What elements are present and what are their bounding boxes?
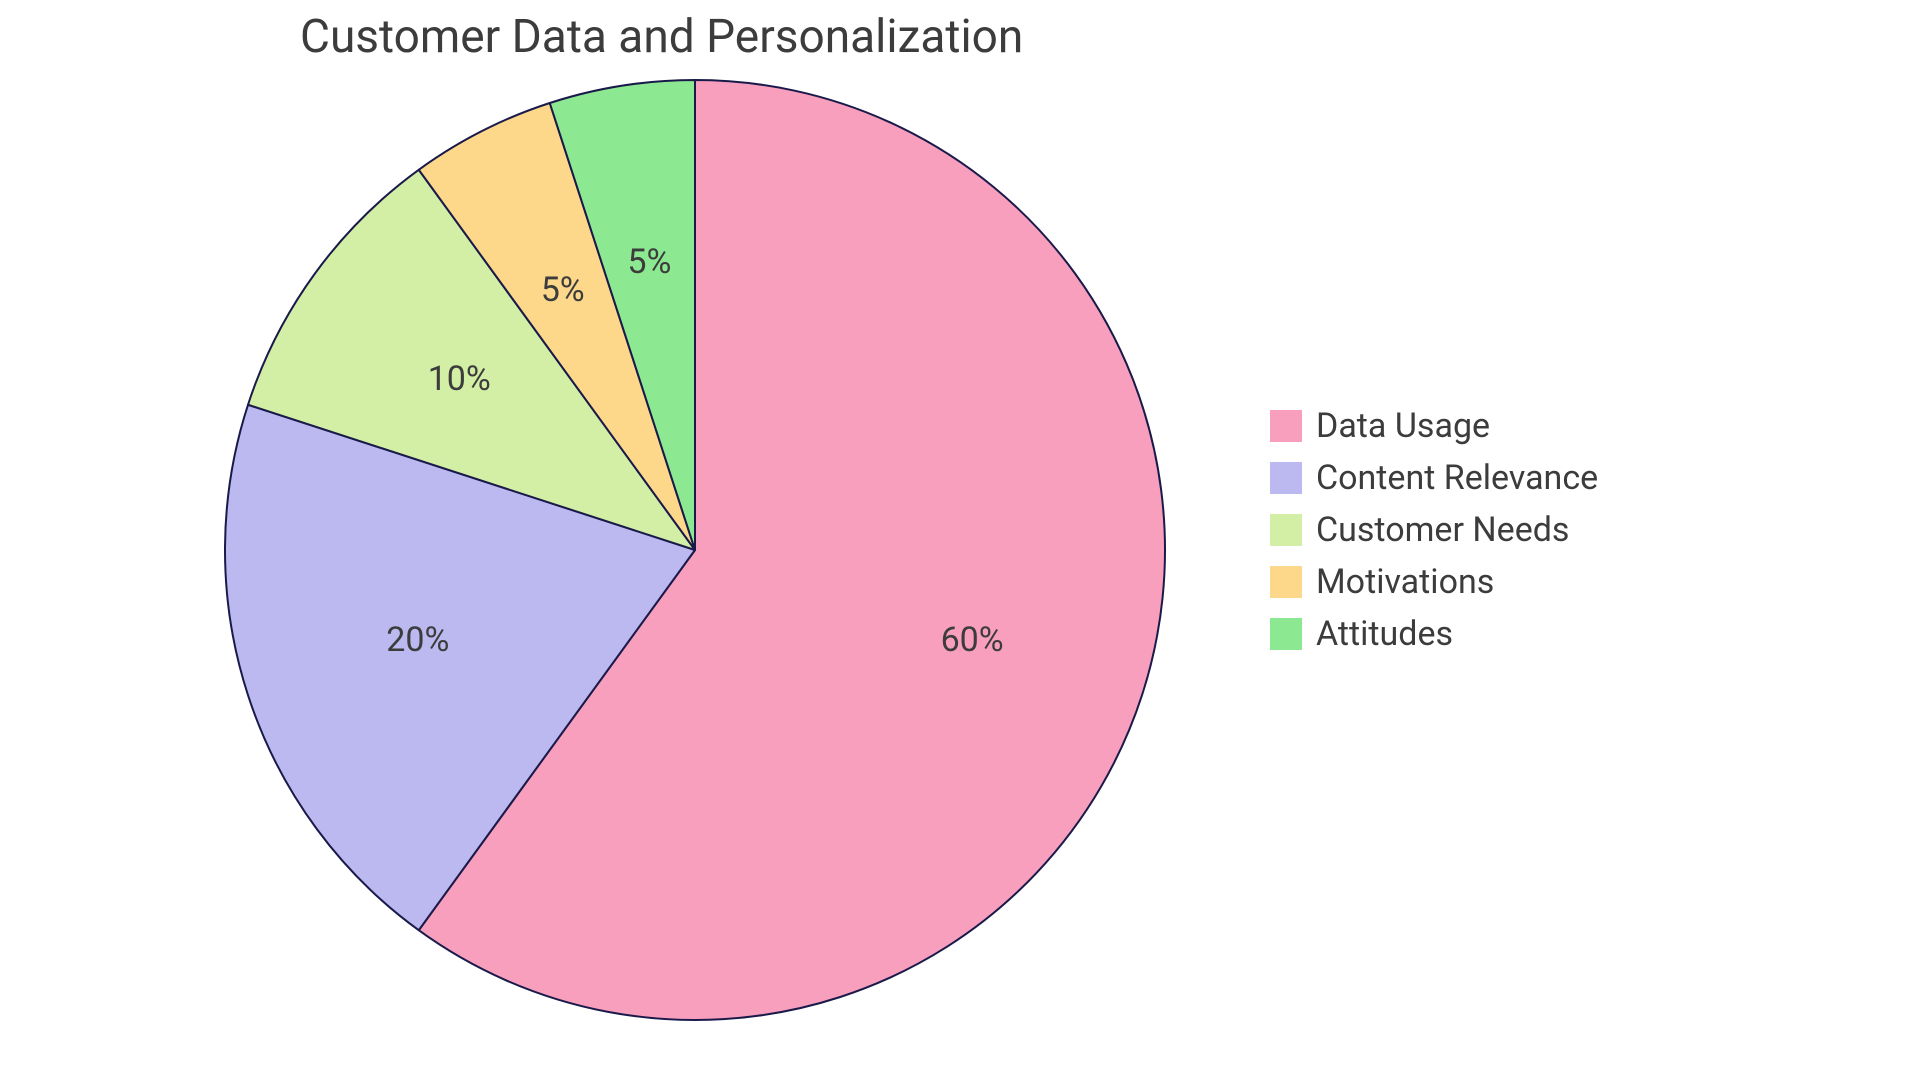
- legend-swatch: [1270, 410, 1302, 442]
- legend-label: Content Relevance: [1316, 458, 1598, 498]
- legend-item: Customer Needs: [1270, 504, 1598, 556]
- chart-container: Customer Data and Personalization 60% 20%…: [0, 0, 1920, 1080]
- legend-label: Data Usage: [1316, 406, 1490, 446]
- pie-slice-label: 60%: [941, 620, 1004, 660]
- legend-label: Attitudes: [1316, 614, 1453, 654]
- legend-item: Data Usage: [1270, 400, 1598, 452]
- pie-slice-label: 5%: [627, 242, 671, 282]
- chart-title: Customer Data and Personalization: [300, 10, 1023, 64]
- legend-item: Content Relevance: [1270, 452, 1598, 504]
- legend-swatch: [1270, 618, 1302, 650]
- legend: Data Usage Content Relevance Customer Need…: [1270, 400, 1598, 660]
- legend-swatch: [1270, 462, 1302, 494]
- legend-item: Attitudes: [1270, 608, 1598, 660]
- pie-slice-label: 5%: [541, 270, 585, 310]
- pie-svg: [221, 76, 1169, 1024]
- legend-swatch: [1270, 514, 1302, 546]
- legend-label: Customer Needs: [1316, 510, 1569, 550]
- pie-slice-label: 10%: [428, 359, 491, 399]
- legend-item: Motivations: [1270, 556, 1598, 608]
- legend-label: Motivations: [1316, 562, 1494, 602]
- legend-swatch: [1270, 566, 1302, 598]
- pie-chart: 60% 20% 10% 5% 5%: [221, 76, 1169, 1024]
- pie-slice-label: 20%: [386, 620, 449, 660]
